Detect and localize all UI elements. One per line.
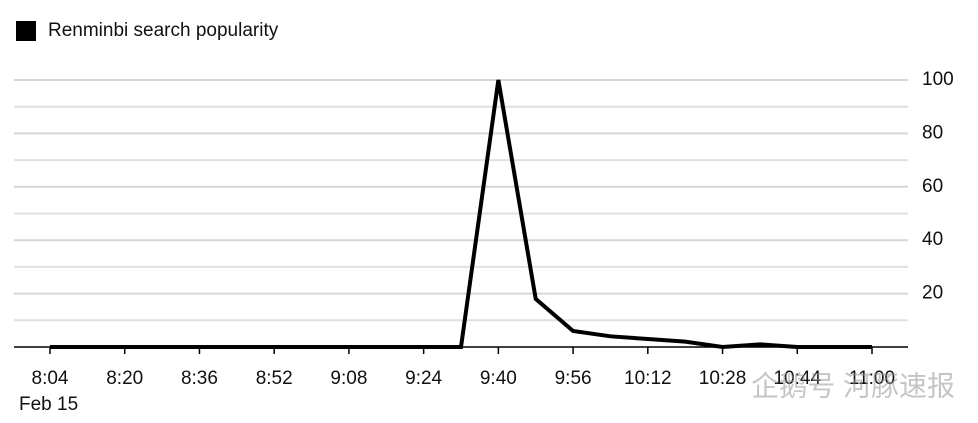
legend-swatch: [16, 21, 36, 41]
x-tick-label: 8:36: [181, 368, 218, 389]
x-tick-label: 8:52: [256, 368, 293, 389]
x-tick-label: 10:44: [773, 368, 821, 389]
x-tick-label: 11:00: [849, 368, 895, 389]
y-tick-label: 80: [922, 122, 943, 143]
x-tick-label: 8:04: [32, 368, 69, 389]
y-tick-label: 40: [922, 229, 943, 250]
x-tick-label: 10:12: [624, 368, 672, 389]
x-tick-label: 10:28: [699, 368, 747, 389]
y-tick-label: 20: [922, 283, 943, 304]
watermark: 企鹅号 河豚速报: [751, 370, 955, 401]
x-sublabel: Feb 15: [19, 394, 78, 415]
data-line: [50, 79, 872, 350]
x-tick-label: 8:20: [106, 368, 143, 389]
x-tick-label: 9:40: [480, 368, 517, 389]
y-tick-label: 100: [922, 69, 954, 90]
x-tick-label: 9:24: [405, 368, 442, 389]
x-tick-label: 9:56: [555, 368, 592, 389]
y-tick-label: 60: [922, 176, 943, 197]
legend-label: Renminbi search popularity: [48, 20, 279, 41]
x-tick-label: 9:08: [330, 368, 367, 389]
